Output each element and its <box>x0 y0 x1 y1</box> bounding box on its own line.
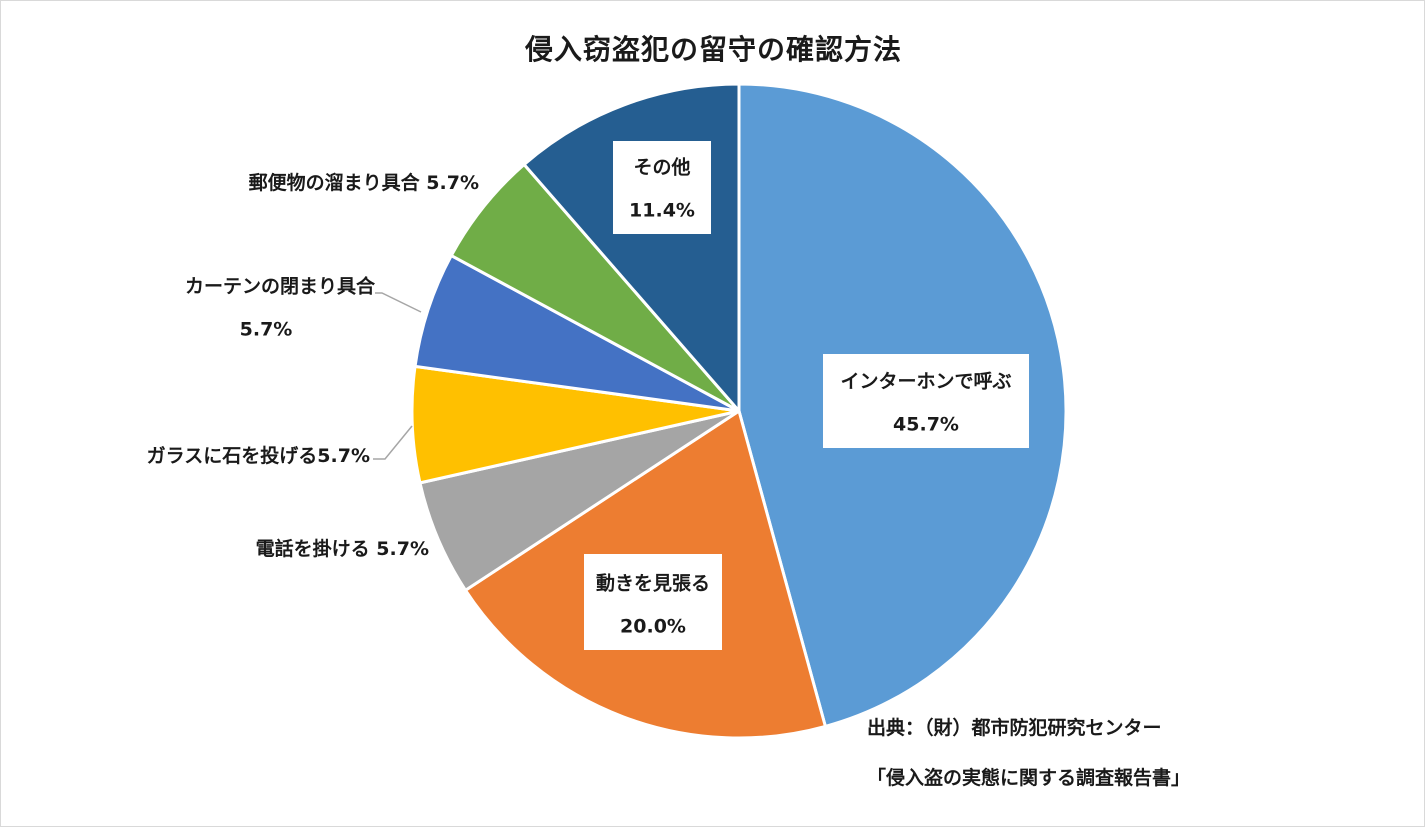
slice-5-value-label: 5.7% <box>240 319 293 341</box>
slice-5-leader-line <box>375 292 422 313</box>
slice-1-category-label: インターホンで呼ぶ <box>840 371 1011 393</box>
source-report-title: 「侵入盗の実態に関する調査報告書」 <box>867 767 1191 789</box>
slice-2-value-label: 20.0% <box>620 616 686 638</box>
slice-1-value-label: 45.7% <box>893 414 959 436</box>
slice-4-label: ガラスに石を投げる5.7% <box>147 444 370 467</box>
slice-4-leader-line <box>373 425 413 460</box>
slice-7-category-label: その他 <box>633 156 690 179</box>
slice-7-label-box <box>613 141 711 234</box>
slice-3-label: 電話を掛ける 5.7% <box>256 537 429 560</box>
leader-lines <box>373 292 422 460</box>
slice-6-label: 郵便物の溜まり具合 5.7% <box>249 171 479 194</box>
slice-6-category-label: 郵便物の溜まり具合 <box>249 171 421 194</box>
chart-title: 侵入窃盗犯の留守の確認方法 <box>524 33 902 66</box>
slice-2-category-label: 動きを見張る <box>596 573 710 595</box>
slice-7-value-label: 11.4% <box>629 200 695 222</box>
slice-5-category-label: カーテンの閉まり具合 <box>185 275 376 298</box>
slice-3-value-label: 5.7% <box>370 538 429 560</box>
slice-1-label-box <box>823 354 1029 448</box>
slice-3-category-label: 電話を掛ける <box>256 537 370 560</box>
slice-6-value-label: 5.7% <box>420 172 479 194</box>
slice-2-label-box <box>584 554 722 650</box>
source-citation: 出典：（財）都市防犯研究センター <box>867 717 1162 739</box>
slice-4-value-label: 5.7% <box>317 445 370 467</box>
slice-4-category-label: ガラスに石を投げる <box>147 444 318 467</box>
